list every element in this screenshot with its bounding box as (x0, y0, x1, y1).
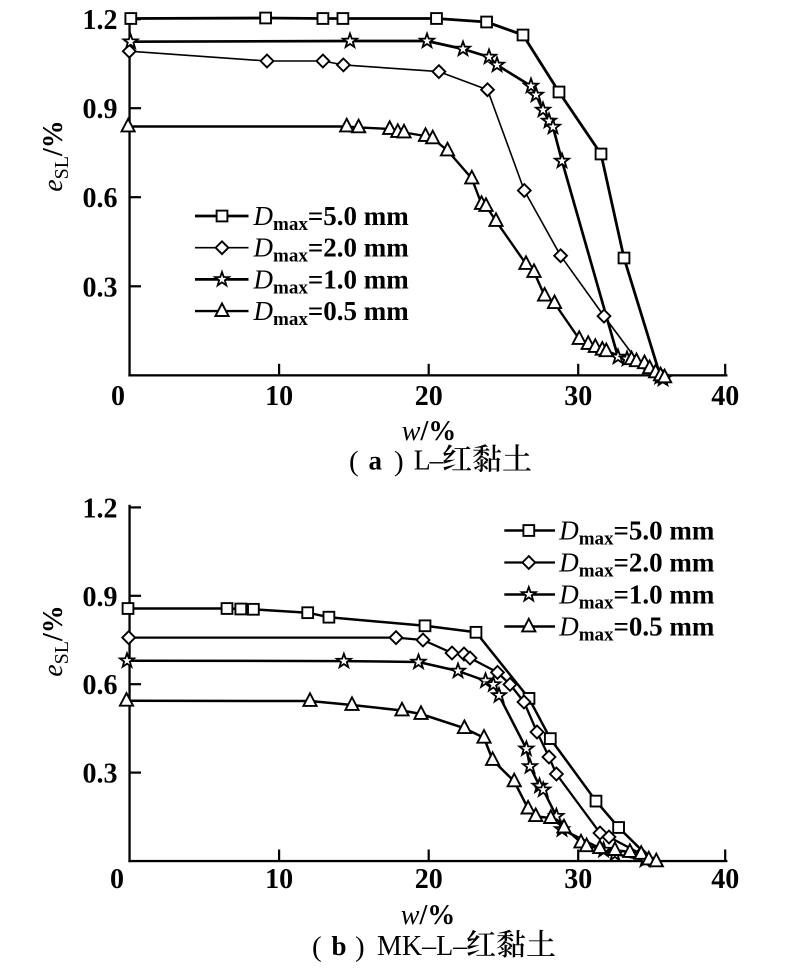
svg-text:1.2: 1.2 (83, 5, 118, 36)
svg-text:30: 30 (564, 381, 592, 412)
svg-text:(: ( (312, 931, 322, 963)
svg-text:Dmax=1.0 mm: Dmax=1.0 mm (253, 264, 410, 298)
svg-text:1.2: 1.2 (83, 493, 118, 524)
svg-text:20: 20 (415, 864, 443, 895)
svg-text:Dmax=0.5 mm: Dmax=0.5 mm (253, 296, 410, 330)
svg-text:Dmax=0.5 mm: Dmax=0.5 mm (558, 612, 715, 646)
svg-text:10: 10 (265, 381, 293, 412)
svg-text:0.3: 0.3 (83, 759, 118, 790)
svg-text:20: 20 (415, 381, 443, 412)
svg-text:): ) (355, 931, 365, 963)
svg-text:0.9: 0.9 (83, 582, 118, 613)
svg-text:0.9: 0.9 (83, 94, 118, 125)
svg-text:L: L (414, 446, 431, 477)
svg-text:40: 40 (711, 864, 739, 895)
svg-text:Dmax=5.0 mm: Dmax=5.0 mm (558, 516, 715, 550)
svg-text:(: ( (349, 446, 359, 478)
svg-text:Dmax=5.0 mm: Dmax=5.0 mm (253, 201, 410, 235)
svg-text:30: 30 (564, 864, 592, 895)
svg-text:Dmax=1.0 mm: Dmax=1.0 mm (558, 580, 715, 614)
svg-text:0: 0 (110, 864, 124, 895)
svg-text:a: a (369, 446, 383, 476)
svg-text:MK–L–: MK–L– (377, 931, 468, 962)
svg-text:Dmax=2.0 mm: Dmax=2.0 mm (253, 233, 410, 267)
svg-text:Dmax=2.0 mm: Dmax=2.0 mm (558, 548, 715, 582)
svg-text:0.6: 0.6 (83, 670, 118, 701)
svg-text:eSL/%: eSL/% (38, 120, 73, 192)
svg-text:0.6: 0.6 (83, 183, 118, 214)
svg-text:0.3: 0.3 (83, 272, 118, 303)
svg-text:10: 10 (265, 864, 293, 895)
svg-text:0: 0 (111, 381, 125, 412)
svg-text:w/%: w/% (401, 900, 455, 931)
svg-text:): ) (394, 446, 404, 478)
svg-text:w/%: w/% (402, 416, 456, 447)
svg-text:eSL/%: eSL/% (38, 605, 73, 677)
svg-text:40: 40 (711, 381, 739, 412)
svg-text:–: – (429, 446, 445, 477)
svg-text:b: b (332, 931, 347, 961)
